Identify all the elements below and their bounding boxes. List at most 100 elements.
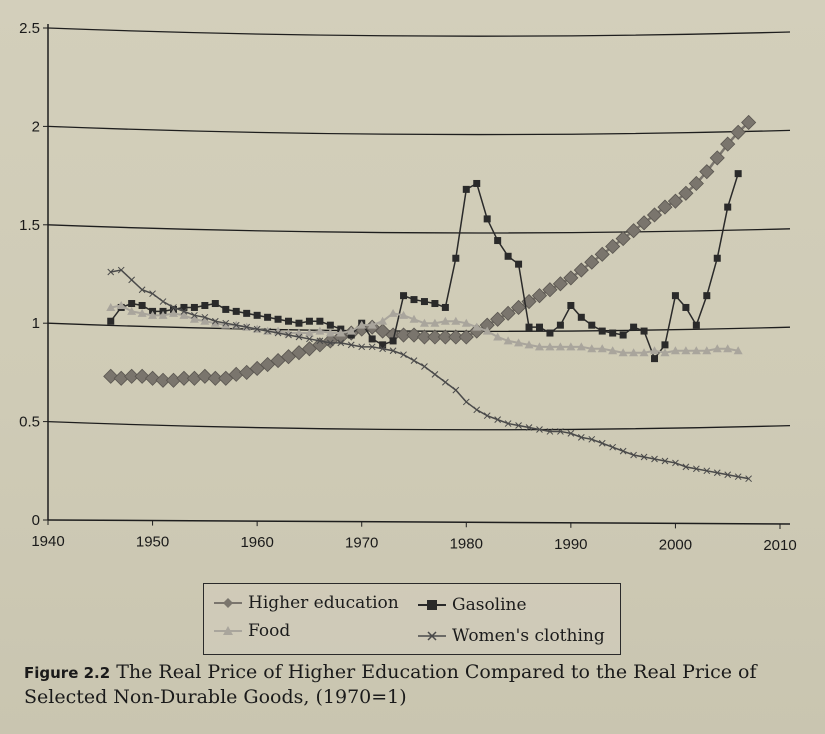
data-point-gasoline-1988 (546, 329, 554, 337)
data-point-women-s-clothing-1946 (107, 268, 115, 276)
figure-caption: Figure 2.2 The Real Price of Higher Educ… (24, 660, 814, 709)
legend-label-womens-clothing: Women's clothing (452, 626, 605, 646)
data-point-gasoline-1955 (201, 301, 209, 309)
data-point-gasoline-1997 (640, 327, 648, 335)
data-point-gasoline-1975 (410, 296, 418, 304)
data-point-gasoline-1998 (651, 355, 659, 363)
data-point-higher-education-1951 (155, 372, 171, 388)
data-point-gasoline-1963 (285, 317, 293, 325)
data-point-higher-education-1991 (573, 262, 589, 278)
x-tick-label-1: 1950 (136, 534, 169, 551)
data-point-gasoline-2001 (682, 303, 690, 311)
data-point-higher-education-1953 (176, 370, 192, 386)
data-point-higher-education-2000 (667, 193, 683, 209)
y-tick-label-1: 0.5 (19, 414, 40, 431)
data-point-food-1977 (430, 318, 440, 327)
data-point-higher-education-2001 (678, 185, 694, 201)
gridlines (47, 27, 791, 431)
data-point-women-s-clothing-1956 (211, 317, 219, 325)
data-point-women-s-clothing-1982 (483, 412, 491, 420)
data-point-women-s-clothing-1975 (410, 357, 418, 364)
data-point-women-s-clothing-2004 (713, 469, 721, 477)
data-point-higher-education-1995 (615, 231, 631, 247)
data-point-higher-education-1983 (490, 311, 506, 327)
data-point-women-s-clothing-1959 (243, 323, 251, 331)
data-point-food-1971 (367, 320, 377, 329)
data-point-women-s-clothing-1978 (442, 378, 449, 386)
data-point-gasoline-1989 (556, 321, 564, 329)
data-point-food-1969 (346, 326, 356, 335)
data-point-gasoline-1960 (253, 311, 261, 319)
data-point-food-1949 (137, 308, 147, 317)
data-point-food-1968 (336, 328, 346, 337)
data-point-women-s-clothing-1980 (462, 398, 470, 406)
gridline-y-4 (47, 125, 791, 136)
data-point-gasoline-1974 (400, 292, 408, 300)
series-layer (103, 114, 757, 483)
data-point-women-s-clothing-1995 (619, 447, 627, 455)
data-point-gasoline-1992 (588, 321, 596, 329)
data-point-food-2005 (723, 344, 733, 353)
legend-label-gasoline: Gasoline (452, 595, 527, 615)
data-point-women-s-clothing-1998 (651, 455, 658, 463)
data-point-higher-education-2006 (730, 124, 746, 140)
triangle-marker-icon (214, 626, 242, 635)
data-point-food-1994 (608, 346, 618, 355)
data-point-higher-education-1974 (395, 327, 412, 343)
data-point-women-s-clothing-1989 (557, 428, 564, 435)
data-point-higher-education-1989 (552, 276, 568, 292)
data-point-higher-education-1977 (427, 329, 443, 345)
legend-label-food: Food (248, 621, 291, 641)
legend-item-gasoline: Gasoline (418, 595, 527, 615)
data-point-food-1951 (158, 310, 168, 319)
y-tick-label-3: 1.5 (19, 217, 40, 234)
data-point-gasoline-1984 (504, 252, 512, 260)
data-point-gasoline-1990 (567, 301, 575, 309)
data-point-higher-education-1996 (626, 223, 642, 239)
data-point-higher-education-2005 (720, 136, 736, 152)
data-point-women-s-clothing-1977 (431, 371, 439, 378)
data-point-food-1996 (629, 348, 639, 357)
series-women-s-clothing (107, 266, 752, 483)
data-point-women-s-clothing-1954 (191, 311, 198, 319)
data-point-higher-education-1990 (563, 270, 579, 286)
data-point-food-2001 (681, 346, 691, 355)
data-point-food-1974 (399, 310, 409, 319)
data-point-higher-education-1993 (594, 246, 610, 262)
data-point-gasoline-1980 (462, 185, 470, 193)
data-point-women-s-clothing-1951 (159, 298, 167, 305)
figure-caption-text: The Real Price of Higher Education Compa… (24, 661, 757, 708)
data-point-women-s-clothing-1988 (546, 428, 554, 435)
data-point-gasoline-1966 (316, 317, 324, 325)
data-point-food-1973 (388, 308, 398, 317)
data-point-food-1952 (168, 308, 178, 317)
y-tick-label-5: 2.5 (19, 20, 40, 37)
legend-item-higher-education: Higher education (214, 593, 399, 613)
data-point-gasoline-2004 (713, 254, 721, 262)
data-point-higher-education-2007 (741, 114, 757, 131)
data-point-higher-education-1946 (103, 368, 119, 384)
data-point-women-s-clothing-1983 (494, 416, 502, 423)
data-point-women-s-clothing-1953 (180, 308, 188, 315)
data-point-gasoline-1986 (525, 323, 533, 331)
data-point-higher-education-1997 (636, 215, 652, 231)
data-point-women-s-clothing-1964 (295, 333, 303, 341)
data-point-women-s-clothing-1967 (326, 339, 334, 347)
data-point-women-s-clothing-1973 (389, 347, 397, 355)
data-point-women-s-clothing-1985 (515, 422, 522, 429)
data-point-women-s-clothing-1958 (232, 321, 240, 329)
data-point-gasoline-1983 (494, 237, 502, 245)
data-point-women-s-clothing-1955 (201, 313, 209, 321)
data-point-gasoline-1976 (420, 298, 428, 306)
data-point-food-2002 (691, 346, 701, 355)
data-point-women-s-clothing-1952 (170, 304, 177, 311)
x-tick-label-3: 1970 (345, 535, 378, 552)
x-tick-label-7: 2010 (763, 537, 796, 554)
data-point-food-1998 (650, 346, 660, 355)
data-point-higher-education-2002 (688, 175, 704, 192)
data-point-women-s-clothing-1965 (306, 335, 313, 343)
data-point-food-1972 (378, 316, 388, 325)
data-point-food-1970 (357, 320, 367, 329)
data-point-women-s-clothing-1960 (253, 325, 261, 333)
